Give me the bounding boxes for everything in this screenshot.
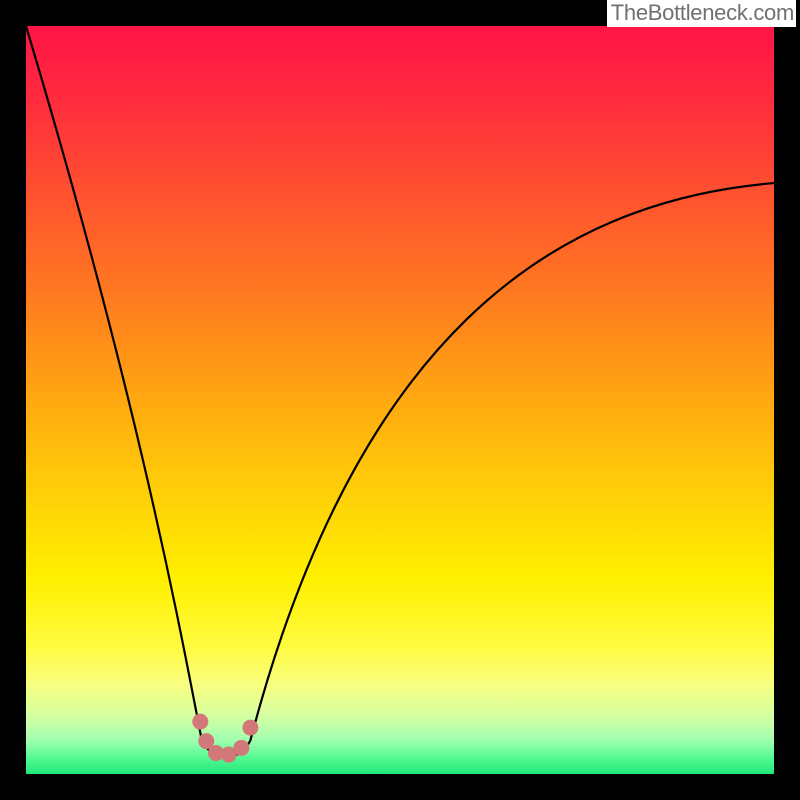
watermark-text: TheBottleneck.com [607, 0, 796, 27]
chart-container: { "watermark": "TheBottleneck.com", "cha… [0, 0, 800, 800]
bottleneck-chart [0, 0, 800, 800]
valley-marker [233, 740, 249, 756]
valley-marker [242, 720, 258, 736]
plot-background [26, 26, 774, 774]
valley-marker [192, 714, 208, 730]
